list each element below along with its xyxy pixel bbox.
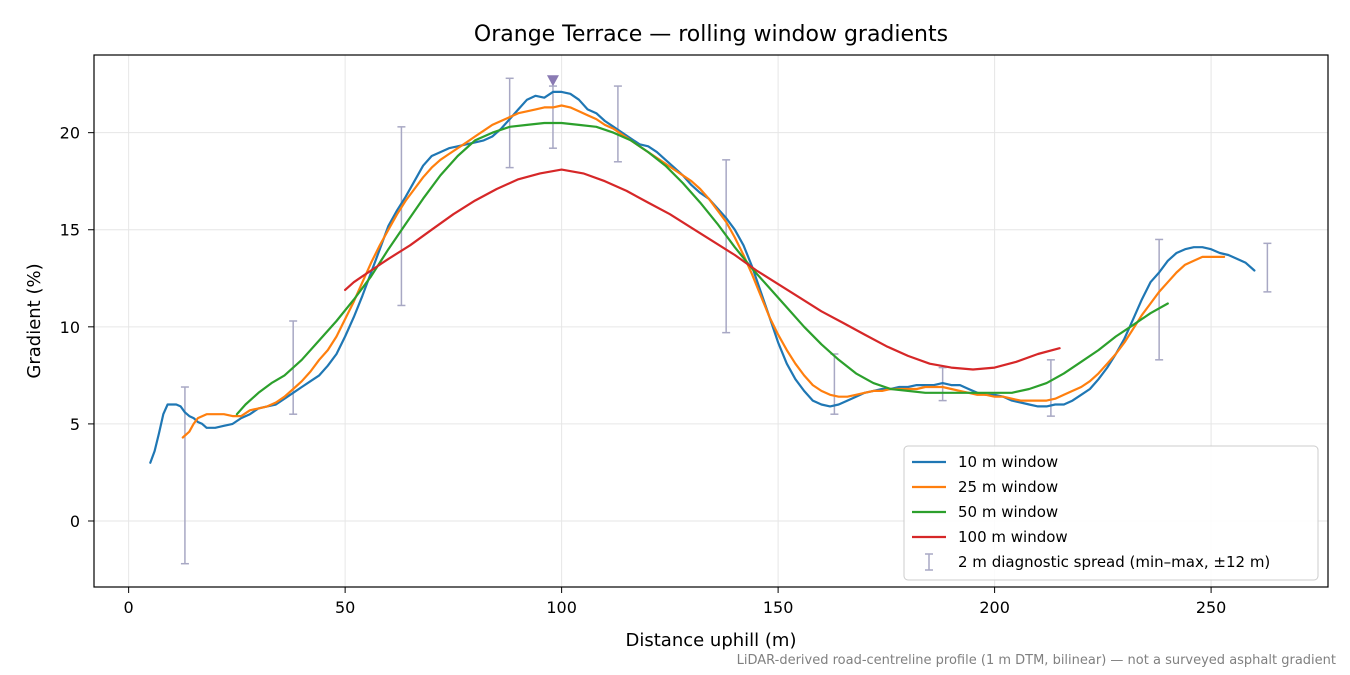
legend-swatch-5: [925, 553, 933, 571]
legend-label-1: 10 m window: [958, 453, 1058, 471]
x-axis-ticks: 0 50 100 150 200 250: [124, 587, 1227, 617]
x-tick-label-4: 200: [979, 598, 1010, 617]
legend-label-3: 50 m window: [958, 503, 1058, 521]
legend-label-4: 100 m window: [958, 528, 1068, 546]
y-axis-ticks: 0 5 10 15 20: [60, 124, 94, 531]
y-tick-label-0: 0: [70, 512, 80, 531]
x-tick-label-5: 250: [1196, 598, 1227, 617]
diagnostic-bar-5: [613, 85, 622, 163]
y-tick-label-3: 15: [60, 221, 80, 240]
legend-entry-3: 50 m window: [912, 503, 1058, 521]
series-lines: [149, 90, 1256, 464]
y-tick-label-4: 20: [60, 124, 80, 143]
x-axis-title: Distance uphill (m): [626, 630, 797, 651]
legend-entry-5: 2 m diagnostic spread (min–max, ±12 m): [925, 553, 1270, 571]
diagnostic-bar-3: [505, 77, 514, 169]
diagnostic-bar-11: [1263, 242, 1272, 293]
x-tick-label-2: 100: [546, 598, 577, 617]
legend-label-5: 2 m diagnostic spread (min–max, ±12 m): [958, 553, 1270, 571]
diagnostic-bar-6: [722, 159, 731, 334]
plot-frame: [93, 54, 1329, 588]
diagnostic-bar-9: [1046, 359, 1055, 417]
y-tick-label-2: 10: [60, 318, 80, 337]
series-line-2: [181, 104, 1226, 439]
peak-marker-group: [546, 75, 559, 87]
x-tick-label-0: 0: [124, 598, 134, 617]
x-tick-label-1: 50: [335, 598, 355, 617]
legend-label-2: 25 m window: [958, 478, 1058, 496]
series-line-3: [235, 121, 1169, 416]
peak-marker: [546, 75, 559, 87]
y-axis-title: Gradient (%): [24, 263, 45, 378]
legend-entry-1: 10 m window: [912, 453, 1058, 471]
x-tick-label-3: 150: [763, 598, 794, 617]
series-line-1: [149, 90, 1256, 464]
footnote: LiDAR-derived road-centreline profile (1…: [737, 653, 1336, 668]
legend-entry-2: 25 m window: [912, 478, 1058, 496]
legend-box: [903, 445, 1319, 581]
series-line-4: [344, 168, 1061, 371]
diagnostic-bar-2: [397, 126, 406, 307]
legend: 10 m window 25 m window 50 m window 100 m w…: [903, 445, 1319, 581]
diagnostic-bar-10: [1155, 238, 1164, 361]
diagnostic-bar-0: [180, 386, 189, 565]
legend-entry-4: 100 m window: [912, 528, 1068, 546]
chart-title: Orange Terrace — rolling window gradient…: [474, 22, 948, 47]
y-tick-label-1: 5: [70, 415, 80, 434]
